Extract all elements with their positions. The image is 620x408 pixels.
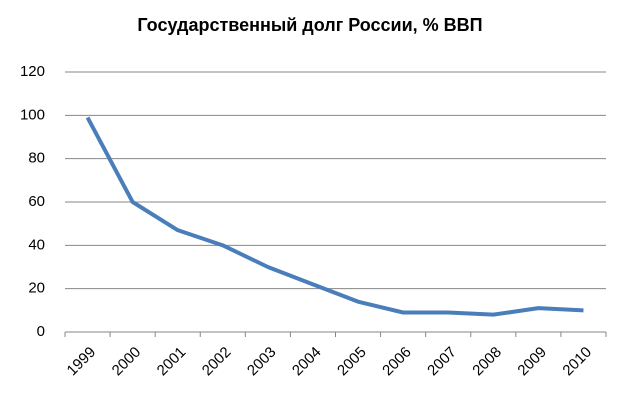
y-tick-label: 100 bbox=[20, 106, 45, 123]
x-tick-label: 1999 bbox=[64, 344, 100, 380]
y-tick-label: 0 bbox=[37, 323, 45, 340]
y-tick-label: 20 bbox=[28, 280, 45, 297]
y-tick-label: 60 bbox=[28, 193, 45, 210]
line bbox=[85, 116, 584, 317]
y-tick-label: 40 bbox=[28, 236, 45, 253]
x-tick-label: 2005 bbox=[334, 344, 370, 380]
x-tick-label: 2003 bbox=[244, 344, 280, 380]
x-tick-label: 2010 bbox=[559, 344, 595, 380]
y-tick-label: 80 bbox=[28, 150, 45, 167]
x-tick-label: 2006 bbox=[379, 344, 415, 380]
x-tick-label: 2000 bbox=[109, 344, 145, 380]
x-tick-label: 2009 bbox=[514, 344, 550, 380]
x-tick-label: 2007 bbox=[424, 344, 460, 380]
x-tick-label: 2004 bbox=[289, 344, 325, 380]
y-tick-label: 120 bbox=[20, 63, 45, 80]
x-tick-label: 2008 bbox=[469, 344, 505, 380]
x-tick-label: 2002 bbox=[199, 344, 235, 380]
chart-title: Государственный долг России, % ВВП bbox=[137, 15, 482, 35]
x-tick-label: 2001 bbox=[154, 344, 190, 380]
